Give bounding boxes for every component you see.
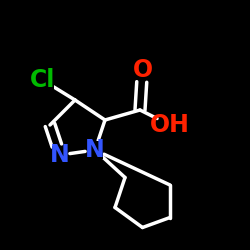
- FancyBboxPatch shape: [52, 146, 68, 165]
- FancyBboxPatch shape: [87, 140, 103, 160]
- Text: N: N: [85, 138, 105, 162]
- Text: O: O: [132, 58, 152, 82]
- Text: N: N: [50, 143, 70, 167]
- FancyBboxPatch shape: [159, 116, 181, 134]
- FancyBboxPatch shape: [31, 70, 54, 89]
- Text: Cl: Cl: [30, 68, 55, 92]
- Text: OH: OH: [150, 113, 190, 137]
- FancyBboxPatch shape: [134, 60, 150, 80]
